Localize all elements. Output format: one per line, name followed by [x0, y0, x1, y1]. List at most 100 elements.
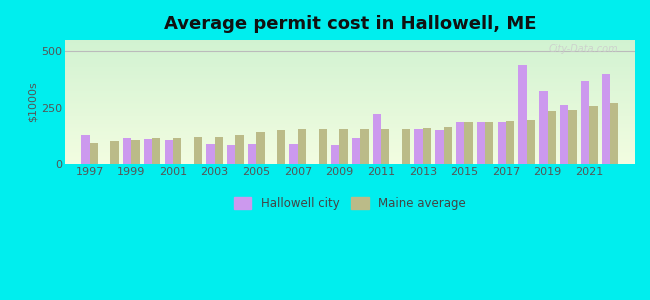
- Bar: [589, 106, 597, 164]
- Bar: [65, 125, 635, 126]
- Bar: [436, 130, 443, 164]
- Bar: [65, 122, 635, 123]
- Bar: [65, 155, 635, 156]
- Bar: [65, 100, 635, 101]
- Bar: [65, 44, 635, 45]
- Bar: [65, 88, 635, 89]
- Bar: [65, 141, 635, 142]
- Bar: [65, 97, 635, 98]
- Bar: [372, 114, 381, 164]
- Bar: [65, 83, 635, 84]
- Bar: [65, 147, 635, 148]
- Bar: [65, 56, 635, 57]
- Bar: [65, 76, 635, 77]
- Bar: [65, 118, 635, 119]
- Bar: [123, 138, 131, 164]
- Bar: [65, 136, 635, 137]
- Bar: [65, 78, 635, 79]
- Bar: [65, 107, 635, 108]
- Bar: [65, 79, 635, 80]
- Bar: [164, 140, 173, 164]
- Bar: [289, 144, 298, 164]
- Bar: [111, 141, 119, 164]
- Bar: [65, 80, 635, 81]
- Bar: [65, 139, 635, 140]
- Bar: [65, 49, 635, 50]
- Bar: [581, 81, 589, 164]
- Bar: [65, 99, 635, 100]
- Bar: [65, 129, 635, 130]
- Bar: [65, 77, 635, 78]
- Bar: [65, 42, 635, 43]
- Bar: [65, 84, 635, 85]
- Bar: [65, 45, 635, 46]
- Bar: [65, 135, 635, 136]
- Bar: [65, 143, 635, 144]
- Bar: [65, 103, 635, 104]
- Bar: [65, 60, 635, 61]
- Bar: [65, 111, 635, 112]
- Bar: [227, 145, 235, 164]
- Bar: [65, 140, 635, 141]
- Bar: [65, 105, 635, 106]
- Bar: [65, 64, 635, 65]
- Bar: [298, 129, 306, 164]
- Bar: [65, 94, 635, 95]
- Bar: [65, 148, 635, 149]
- Bar: [65, 95, 635, 96]
- Bar: [65, 131, 635, 132]
- Bar: [65, 144, 635, 145]
- Bar: [248, 144, 256, 164]
- Bar: [65, 70, 635, 71]
- Bar: [65, 40, 635, 41]
- Bar: [65, 126, 635, 127]
- Bar: [65, 87, 635, 88]
- Bar: [65, 48, 635, 49]
- Bar: [214, 137, 223, 164]
- Bar: [65, 104, 635, 105]
- Bar: [65, 123, 635, 124]
- Legend: Hallowell city, Maine average: Hallowell city, Maine average: [233, 197, 466, 210]
- Bar: [65, 106, 635, 107]
- Bar: [65, 134, 635, 135]
- Bar: [65, 163, 635, 164]
- Bar: [65, 98, 635, 99]
- Bar: [65, 158, 635, 159]
- Bar: [65, 102, 635, 103]
- Bar: [65, 116, 635, 117]
- Bar: [65, 89, 635, 90]
- Bar: [65, 86, 635, 87]
- Bar: [464, 122, 473, 164]
- Bar: [610, 103, 618, 164]
- Bar: [560, 105, 568, 164]
- Bar: [65, 43, 635, 44]
- Bar: [65, 150, 635, 151]
- Bar: [65, 65, 635, 66]
- Bar: [65, 113, 635, 114]
- Bar: [422, 128, 431, 164]
- Bar: [519, 65, 526, 164]
- Bar: [173, 138, 181, 164]
- Bar: [65, 108, 635, 109]
- Bar: [65, 114, 635, 115]
- Bar: [65, 72, 635, 73]
- Bar: [65, 128, 635, 129]
- Bar: [352, 138, 360, 164]
- Bar: [65, 47, 635, 48]
- Bar: [547, 111, 556, 164]
- Bar: [144, 139, 152, 164]
- Bar: [65, 82, 635, 83]
- Bar: [443, 127, 452, 164]
- Bar: [65, 142, 635, 143]
- Bar: [131, 140, 140, 164]
- Bar: [65, 81, 635, 82]
- Bar: [402, 129, 410, 164]
- Bar: [65, 156, 635, 157]
- Bar: [65, 161, 635, 162]
- Bar: [65, 71, 635, 72]
- Bar: [65, 121, 635, 122]
- Bar: [65, 62, 635, 63]
- Bar: [65, 92, 635, 93]
- Bar: [65, 124, 635, 125]
- Bar: [65, 53, 635, 54]
